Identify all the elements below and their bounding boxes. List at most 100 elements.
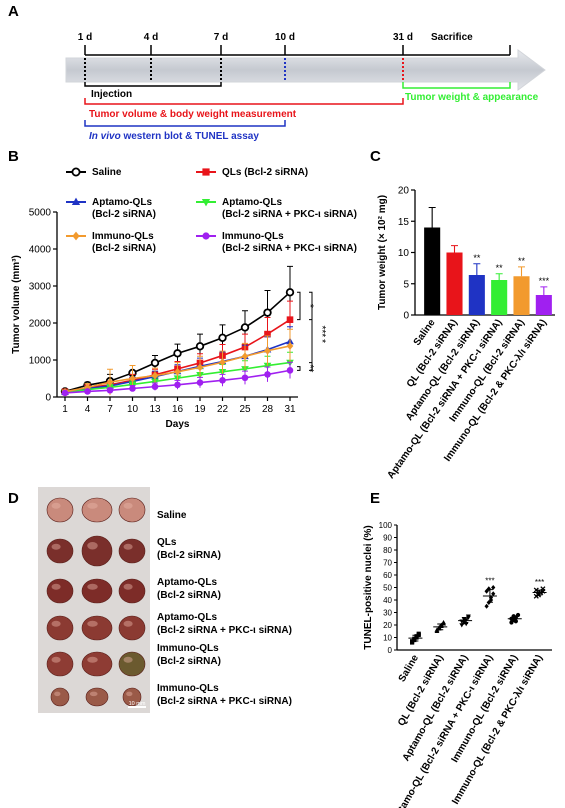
tumor-3-1 — [46, 578, 74, 604]
tumor-6-2 — [85, 687, 109, 707]
error-bar-ql-bcl-2-sirna — [451, 245, 458, 253]
tumor-1-1 — [46, 497, 74, 523]
bar-immuno-ql-bcl-2-pkc-sirna — [535, 295, 552, 315]
timeline-day-10-label: 10 d — [275, 32, 295, 43]
significance-immuno-ql-bcl-2-pkc-sirna: *** — [539, 276, 550, 286]
legend-label-immuno_pkc-line2: (Bcl-2 siRNA + PKC-ι siRNA) — [222, 243, 357, 254]
e-mean-bar-ql-bcl-2-sirna — [433, 623, 448, 631]
tumor-weight-label: Tumor weight & appearance — [405, 92, 539, 103]
chart-b-xtick-label-1: 1 — [62, 404, 68, 415]
chart-b-xtick-label-22: 22 — [217, 404, 229, 415]
significance-aptamo-ql-bcl-2-sirna: ** — [473, 253, 481, 263]
tumor-6-3-highlight — [126, 691, 133, 697]
tumor-3-2-highlight — [87, 583, 98, 590]
e-mean-bar-aptamo-ql-bcl-2-sirna-pkc-sirna — [482, 589, 497, 603]
point-saline-25 — [240, 323, 250, 332]
point-immuno_pkc-1 — [61, 389, 69, 397]
chart-e: 0 10 20 30 40 50 60 70 80 90 100 TUNEL-positive nuc… — [363, 521, 552, 808]
e-point-ql-bcl-2-sirna-8 — [441, 619, 446, 625]
chart-b-x-label: Days — [166, 419, 190, 430]
tumor-4-2-highlight — [87, 620, 98, 627]
series-immuno — [61, 328, 294, 396]
chart-b-legend: Saline QLs (Bcl-2 siRNA)Aptamo-QLs(Bcl-2 … — [66, 167, 357, 254]
point-immuno-16 — [174, 367, 181, 376]
injection-bracket — [84, 82, 222, 87]
timeline-day-31: 31 d — [393, 32, 413, 82]
tumor-5-1 — [46, 651, 74, 677]
error-bar-immuno-ql-bcl-2-sirna — [518, 266, 525, 277]
legend-marker-saline — [71, 167, 81, 177]
e-point-aptamo-ql-bcl-2-sirna-pkc-sirna-4 — [491, 591, 496, 597]
point-saline-22 — [218, 333, 227, 342]
tumor-4-3-highlight — [123, 620, 133, 627]
chart-b-xtick-label-16: 16 — [172, 404, 184, 415]
tumor-1-2 — [81, 497, 113, 523]
bar-ql-bcl-2-sirna — [446, 252, 463, 315]
significance-bracket-3 — [297, 366, 301, 371]
tumor-2-2-highlight — [87, 542, 98, 550]
point-immuno_pkc-31 — [286, 367, 294, 374]
significance-label-3: ** — [304, 365, 315, 373]
legend-item-aptamo_pkc: Aptamo-QLs(Bcl-2 siRNA + PKC-ι siRNA) — [196, 197, 357, 220]
chart-b-xtick-label-13: 13 — [149, 404, 161, 415]
injection-label: Injection — [91, 89, 132, 100]
tumor-row-label-4: Aptamo-QLs — [157, 612, 217, 623]
series-immuno_pkc — [61, 361, 294, 397]
chart-e-ytick-label-70: 70 — [383, 559, 392, 568]
chart-e-ytick-label-100: 100 — [379, 521, 393, 530]
chart-e-y-label: TUNEL-positive nuclei (%) — [363, 525, 374, 649]
chart-c-y-label: Tumor weight (× 10² mg) — [377, 195, 388, 310]
tumor-4-3 — [118, 615, 146, 641]
chart-b: 0 1000 2000 3000 4000 5000 1 4 7 10 13 16 19 22 25 28 31… — [11, 208, 327, 431]
timeline-day-4-label: 4 d — [144, 32, 158, 43]
panel-label-d: D — [8, 490, 19, 507]
tumor-1-3 — [118, 497, 146, 523]
chart-b-ytick-label-0: 0 — [45, 393, 51, 404]
timeline-day-4: 4 d — [144, 32, 158, 82]
panel-label-c: C — [370, 148, 381, 165]
tumor-row-label-6: Immuno-QLs — [157, 683, 219, 694]
e-mean-bar-immuno-ql-bcl-2-sirna — [507, 615, 522, 622]
e-mean-bar-aptamo-ql-bcl-2-sirna — [458, 617, 473, 624]
tumor-1-2-highlight — [87, 502, 98, 509]
tumor-5-2 — [81, 651, 113, 677]
chart-b-ytick-label-1000: 1000 — [29, 356, 52, 367]
e-point-saline-8 — [416, 631, 421, 636]
significance-bracket-4 — [309, 319, 313, 364]
e-point-saline-5 — [410, 639, 415, 644]
chart-b-ytick-label-2000: 2000 — [29, 319, 52, 330]
e-point-aptamo-ql-bcl-2-sirna-7 — [463, 621, 469, 627]
legend-marker-qls — [202, 168, 210, 176]
legend-label-immuno_pkc: Immuno-QLs — [222, 231, 284, 242]
legend-label-qls: QLs (Bcl-2 siRNA) — [222, 167, 308, 178]
e-point-saline-7 — [414, 634, 419, 639]
point-saline-19 — [195, 342, 205, 351]
chart-e-ytick-label-60: 60 — [383, 571, 392, 580]
point-qls-31 — [286, 316, 294, 323]
e-mean-bar-saline — [408, 634, 423, 642]
bar-aptamo-ql-bcl-2-sirna-pkc-sirna — [491, 280, 508, 315]
point-immuno-22 — [219, 358, 226, 367]
bar-saline — [424, 227, 441, 315]
point-immuno_pkc-7 — [106, 387, 114, 394]
e-point-aptamo-ql-bcl-2-sirna-pkc-sirna-1 — [484, 603, 489, 609]
legend-marker-immuno — [72, 231, 80, 241]
chart-b-ytick-label-5000: 5000 — [29, 208, 52, 219]
point-immuno-25 — [241, 352, 249, 361]
tumor-3-2 — [81, 578, 113, 604]
timeline-day-10: 10 d — [275, 32, 295, 82]
e-point-aptamo-ql-bcl-2-sirna-pkc-sirna-5 — [484, 588, 489, 594]
significance-immuno-ql-bcl-2-sirna: ** — [518, 256, 526, 266]
tumor-4-2 — [81, 615, 113, 641]
tumor-2-3-highlight — [123, 543, 133, 550]
chart-e-ytick-label-40: 40 — [383, 596, 392, 605]
tumor-6-2-highlight — [89, 691, 98, 697]
legend-label-aptamo_pkc-line2: (Bcl-2 siRNA + PKC-ι siRNA) — [222, 209, 357, 220]
chart-e-ytick-label-20: 20 — [383, 621, 392, 630]
significance-label-2: *** — [316, 325, 327, 337]
legend-marker-aptamo_pkc — [201, 198, 211, 207]
tumor-5-1-highlight — [51, 656, 61, 663]
panel-d-tumors: 10 mm Saline QLs (Bcl-2 siRNA) Aptamo-QLs (Bc… — [38, 487, 292, 713]
legend-label-immuno: Immuno-QLs — [92, 231, 154, 242]
